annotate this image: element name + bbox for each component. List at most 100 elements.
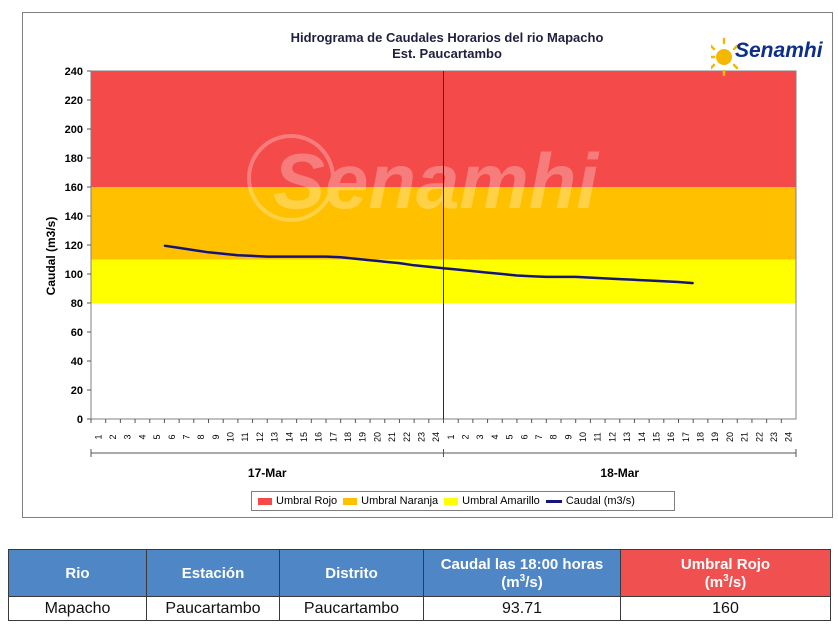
day-label: 18-Mar: [600, 466, 639, 480]
x-tick-label: 15: [651, 432, 661, 442]
x-tick-label: 21: [387, 432, 397, 442]
x-tick-label: 24: [431, 432, 441, 442]
y-tick-label: 140: [65, 211, 83, 223]
x-tick-label: 16: [666, 432, 676, 442]
y-axis: 0 20 40 60 80 100 120 140 160 180 200 220 240: [65, 66, 91, 426]
x-tick-label: 1: [93, 434, 103, 439]
x-tick-label: 19: [358, 432, 368, 442]
data-point: [281, 255, 283, 258]
data-point: [339, 256, 342, 259]
y-tick-label: 60: [71, 327, 83, 339]
legend-swatch-rojo: [258, 497, 272, 505]
data-point: [163, 244, 166, 247]
legend-item-rojo: Umbral Rojo: [258, 495, 337, 507]
summary-table: Rio Estación Distrito Caudal las 18:00 h…: [8, 549, 831, 621]
data-point: [574, 276, 577, 278]
header-caudal-unit: (m3/s): [501, 572, 543, 591]
data-point: [325, 255, 327, 258]
legend-item-caudal: Caudal (m3/s): [545, 495, 635, 507]
x-tick-label: 20: [725, 432, 735, 442]
x-tick-label: 12: [255, 432, 265, 442]
table-row: Mapacho Paucartambo Paucartambo 93.71 16…: [8, 596, 831, 621]
data-point: [237, 254, 239, 256]
header-rio: Rio: [8, 549, 147, 597]
y-tick-label: 240: [65, 66, 83, 78]
data-point: [442, 267, 445, 269]
x-tick-label: 6: [519, 434, 529, 439]
x-tick-label: 19: [710, 432, 720, 442]
data-point: [310, 255, 313, 258]
header-umbral-unit: (m3/s): [704, 572, 747, 591]
data-point: [604, 277, 606, 280]
legend-label: Caudal (m3/s): [565, 495, 635, 507]
chart-subtitle: Est. Paucartambo: [392, 46, 502, 61]
x-tick-label: 24: [784, 432, 794, 442]
x-tick-label: 2: [461, 434, 471, 439]
chart-legend: Umbral Rojo Umbral Naranja Umbral Amaril…: [251, 491, 675, 511]
x-tick-label: 6: [167, 434, 177, 439]
x-tick-label: 18: [343, 432, 353, 442]
header-caudal: Caudal las 18:00 horas (m3/s): [423, 549, 621, 597]
y-tick-label: 160: [65, 182, 83, 194]
data-point: [648, 279, 650, 282]
legend-label: Umbral Amarillo: [462, 495, 540, 507]
y-tick-label: 180: [65, 153, 83, 165]
legend-label: Umbral Rojo: [276, 495, 338, 507]
x-tick-label: 8: [549, 434, 559, 439]
hydrograph-chart: Senamhi 02040608010012014016018020022024…: [44, 30, 797, 480]
x-tick-label: 8: [196, 434, 206, 439]
chart-title: Hidrograma de Caudales Horarios del rio …: [291, 30, 604, 45]
header-umbral-line1: Umbral Rojo: [680, 555, 771, 573]
x-tick-label: 23: [416, 432, 426, 442]
x-tick-label: 13: [270, 432, 280, 442]
x-tick-label: 10: [578, 432, 588, 442]
x-tick-label: 20: [372, 432, 382, 442]
y-tick-label: 220: [65, 95, 83, 107]
x-tick-label: 22: [754, 432, 764, 442]
cell-rio: Mapacho: [8, 596, 147, 621]
x-tick-label: 7: [181, 434, 191, 439]
x-tick-label: 11: [593, 432, 603, 441]
cell-estacion: Paucartambo: [146, 596, 280, 621]
data-point: [692, 282, 694, 284]
data-point: [428, 265, 430, 268]
x-tick-label: 10: [226, 432, 236, 442]
x-tick-label: 13: [622, 432, 632, 442]
x-tick-label: 4: [137, 434, 147, 439]
senamhi-watermark: Senamhi: [247, 134, 599, 225]
series-layer: [163, 244, 694, 285]
x-tick-label: 17: [328, 432, 338, 442]
data-point: [663, 280, 665, 283]
table-header-row: Rio Estación Distrito Caudal las 18:00 h…: [8, 549, 831, 597]
header-caudal-line1: Caudal las 18:00 horas: [440, 555, 604, 573]
header-distrito: Distrito: [279, 549, 424, 597]
data-point: [457, 268, 459, 271]
legend-swatch-caudal: [545, 499, 562, 503]
data-point: [178, 247, 180, 249]
data-point: [633, 279, 636, 281]
legend-swatch-naranja: [343, 497, 358, 505]
data-point: [486, 271, 489, 274]
data-point: [516, 274, 518, 277]
x-tick-label: 22: [402, 432, 412, 442]
data-point: [677, 281, 680, 283]
x-tick-label: 14: [637, 432, 647, 442]
y-tick-label: 20: [71, 385, 83, 397]
data-point: [369, 259, 371, 262]
x-tick-label: 9: [563, 434, 573, 439]
data-point: [530, 275, 533, 277]
x-tick-label: 15: [299, 432, 309, 442]
x-tick-label: 14: [284, 432, 294, 442]
x-tick-label: 5: [505, 434, 515, 439]
data-point: [222, 252, 224, 255]
y-tick-label: 100: [65, 269, 83, 281]
y-tick-label: 80: [71, 298, 83, 310]
logo-text: Senamhi: [735, 39, 823, 62]
data-point: [266, 255, 269, 258]
data-point: [207, 251, 210, 254]
x-tick-label: 3: [123, 434, 133, 439]
data-point: [295, 255, 298, 258]
header-estacion: Estación: [146, 549, 280, 597]
x-axis: 1 2 3 4 5 6 7 8 9 10 11 12 13 14 15 16 17 18 19 20 21 22 23 241…: [90, 419, 797, 480]
x-tick-label: 4: [490, 434, 500, 439]
